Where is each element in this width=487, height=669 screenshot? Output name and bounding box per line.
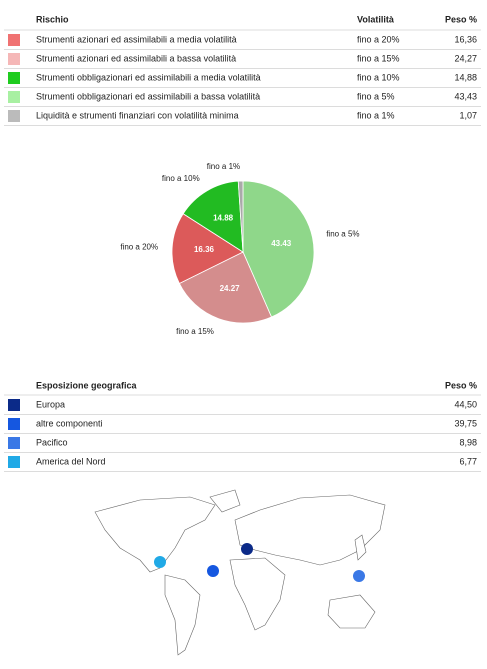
pie-slice [242, 180, 315, 318]
map-marker [207, 565, 219, 577]
color-swatch [8, 53, 20, 65]
volatility: fino a 10% [357, 72, 400, 82]
slice-label: fino a 5% [326, 230, 359, 239]
color-swatch [8, 437, 20, 449]
color-swatch [8, 399, 20, 411]
region-name: altre componenti [36, 418, 103, 428]
column-header: Volatilità [357, 14, 395, 24]
pie-slice [171, 213, 244, 284]
column-header: Rischio [36, 14, 69, 24]
slice-label: fino a 10% [162, 174, 200, 183]
risk-name: Strumenti obbligazionari ed assimilabili… [36, 72, 261, 82]
world-map [94, 489, 386, 656]
color-swatch [8, 91, 20, 103]
risk-name: Liquidità e strumenti finanziari con vol… [36, 110, 239, 120]
region-name: America del Nord [36, 456, 106, 466]
volatility: fino a 1% [357, 110, 395, 120]
pie-slice [178, 251, 273, 324]
weight: 14,88 [454, 72, 477, 82]
weight: 1,07 [459, 110, 477, 120]
slice-value: 43.43 [271, 239, 292, 248]
map-marker [241, 543, 253, 555]
column-header: Peso % [445, 14, 477, 24]
color-swatch [8, 456, 20, 468]
risk-name: Strumenti obbligazionari ed assimilabili… [36, 91, 260, 101]
map-marker [353, 570, 365, 582]
slice-value: 24.27 [220, 284, 241, 293]
color-swatch [8, 34, 20, 46]
slice-value: 14.88 [213, 214, 234, 223]
region-name: Europa [36, 399, 65, 409]
color-swatch [8, 72, 20, 84]
weight: 16,36 [454, 34, 477, 44]
volatility: fino a 5% [357, 91, 395, 101]
pie-slice [182, 180, 244, 253]
weight: 43,43 [454, 91, 477, 101]
map-marker [154, 556, 166, 568]
pie-slice [237, 180, 244, 253]
color-swatch [8, 110, 20, 122]
weight: 44,50 [454, 399, 477, 409]
risk-name: Strumenti azionari ed assimilabili a med… [36, 34, 237, 44]
color-swatch [8, 418, 20, 430]
weight: 24,27 [454, 53, 477, 63]
volatility: fino a 15% [357, 53, 400, 63]
slice-value: 16.36 [194, 245, 215, 254]
region-name: Pacifico [36, 437, 68, 447]
weight: 39,75 [454, 418, 477, 428]
weight: 8,98 [459, 437, 477, 447]
column-header: Peso % [445, 380, 477, 390]
slice-label: fino a 20% [120, 242, 158, 251]
column-header: Esposizione geografica [36, 380, 138, 390]
weight: 6,77 [459, 456, 477, 466]
slice-label: fino a 1% [207, 162, 240, 171]
volatility: fino a 20% [357, 34, 400, 44]
risk-name: Strumenti azionari ed assimilabili a bas… [36, 53, 236, 63]
slice-label: fino a 15% [176, 327, 214, 336]
